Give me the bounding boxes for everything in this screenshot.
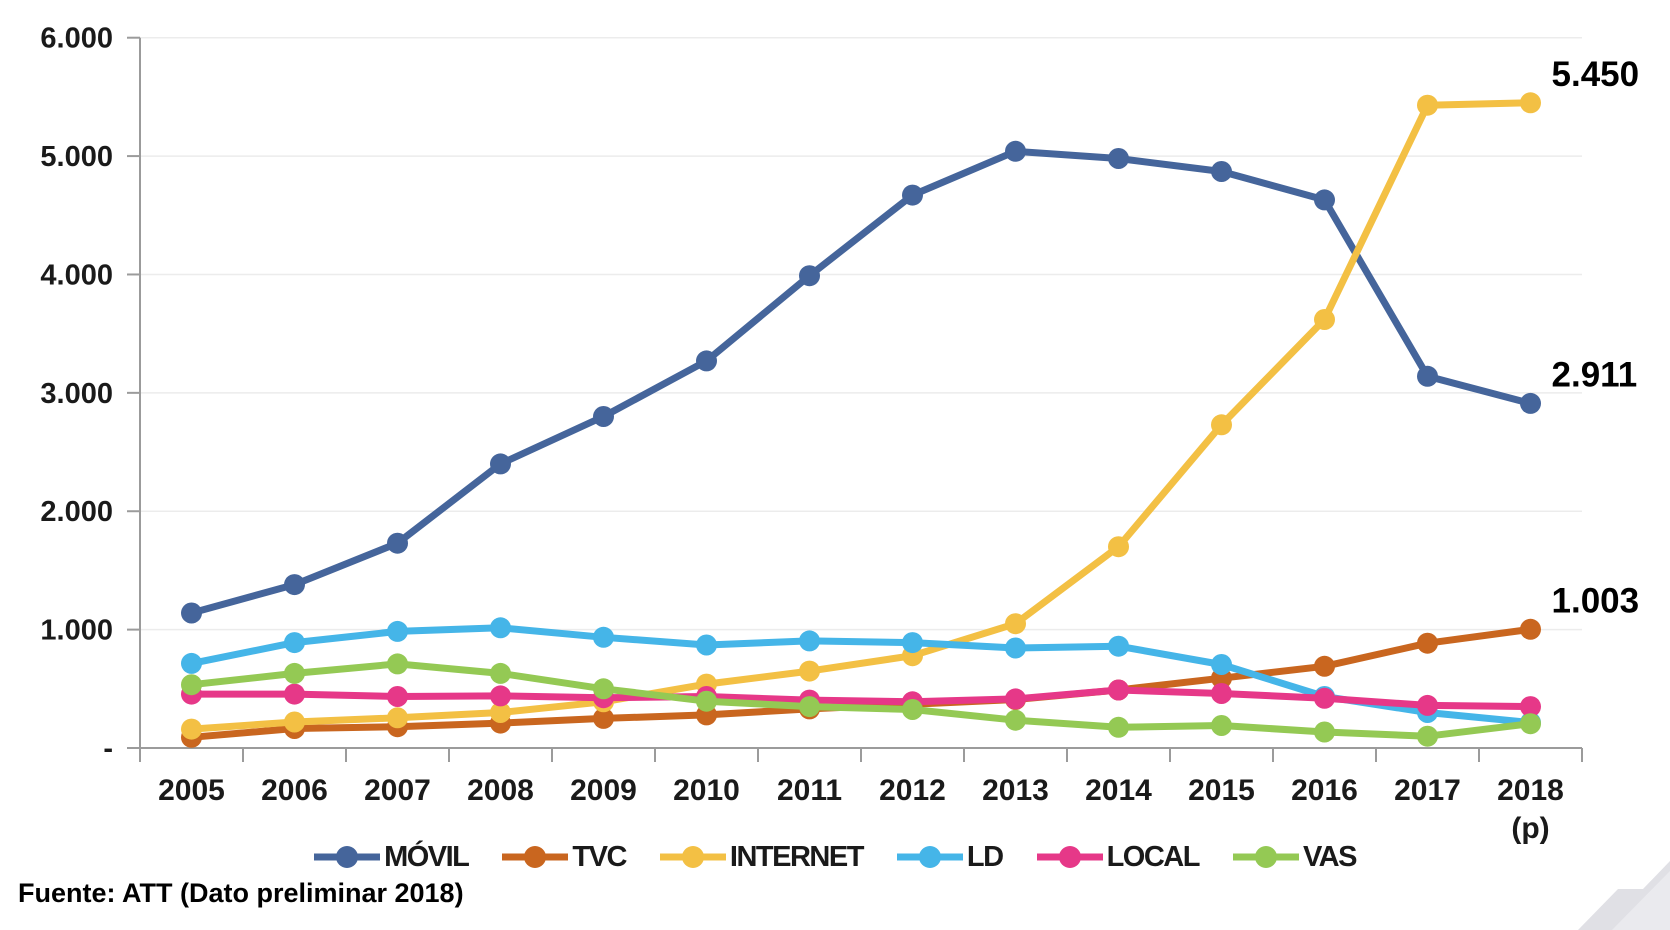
data-point-ld-2014 <box>1108 635 1129 657</box>
data-point-local-2014 <box>1108 679 1129 701</box>
data-point-vas-2017 <box>1417 725 1438 747</box>
series-line-ld <box>188 624 1534 726</box>
data-point-internet-2008 <box>490 702 511 723</box>
data-label-móvil: 2.911 <box>1552 355 1638 394</box>
data-point-móvil-2005 <box>181 602 202 624</box>
data-point-internet-2011 <box>799 660 820 682</box>
x-tick-label: 2014 <box>1085 774 1152 807</box>
data-point-local-2016 <box>1314 687 1335 709</box>
data-point-móvil-2008 <box>490 453 511 475</box>
y-tick-label: 5.000 <box>40 141 113 173</box>
data-point-vas-2005 <box>181 674 202 696</box>
series-line-vas <box>188 660 1534 740</box>
data-point-móvil-2009 <box>593 406 614 427</box>
data-point-internet-2006 <box>284 711 305 733</box>
x-tick-label: 2015 <box>1188 774 1255 807</box>
data-point-internet-2013 <box>1005 613 1026 635</box>
data-point-vas-2013 <box>1005 709 1026 731</box>
x-tick-label: 2009 <box>570 774 637 807</box>
series-line-móvil <box>188 147 1534 617</box>
y-tick-label: 6.000 <box>40 23 113 55</box>
data-point-vas-2008 <box>490 662 511 684</box>
data-point-vas-2006 <box>284 662 305 684</box>
data-point-tvc-2016 <box>1314 655 1335 677</box>
x-tick-label: 2010 <box>673 774 740 807</box>
data-point-local-2006 <box>284 683 305 705</box>
data-point-internet-2018 <box>1520 92 1541 114</box>
data-point-vas-2011 <box>799 696 820 718</box>
x-tick-label: 2016 <box>1291 774 1358 807</box>
data-point-local-2018 <box>1520 696 1541 718</box>
data-point-móvil-2012 <box>902 184 923 206</box>
data-point-tvc-2017 <box>1417 632 1438 654</box>
data-point-vas-2009 <box>593 678 614 700</box>
data-label-internet: 5.450 <box>1552 55 1640 94</box>
data-point-ld-2013 <box>1005 637 1026 659</box>
data-point-ld-2015 <box>1211 654 1232 675</box>
data-point-vas-2015 <box>1211 715 1232 736</box>
data-point-vas-2014 <box>1108 716 1129 738</box>
data-point-local-2008 <box>490 685 511 707</box>
data-point-internet-2014 <box>1108 536 1129 558</box>
y-tick-label: - <box>103 733 113 765</box>
data-point-móvil-2006 <box>284 574 305 596</box>
data-point-ld-2008 <box>490 617 511 639</box>
data-label-tvc: 1.003 <box>1552 581 1640 620</box>
data-point-internet-2015 <box>1211 414 1232 436</box>
data-point-internet-2016 <box>1314 309 1335 330</box>
data-point-local-2017 <box>1417 694 1438 716</box>
y-tick-label: 4.000 <box>40 259 113 291</box>
x-tick-label: 2018 <box>1497 774 1564 807</box>
series-line-internet <box>188 99 1534 733</box>
data-point-móvil-2011 <box>799 265 820 287</box>
preliminary-label: (p) <box>1511 812 1549 845</box>
data-point-local-2015 <box>1211 683 1232 704</box>
data-point-internet-2007 <box>387 707 408 729</box>
y-tick-label: 3.000 <box>40 378 113 410</box>
data-point-vas-2012 <box>902 699 923 720</box>
data-point-vas-2010 <box>696 690 717 712</box>
data-point-ld-2005 <box>181 652 202 674</box>
data-point-móvil-2010 <box>696 350 717 372</box>
data-point-internet-2005 <box>181 718 202 740</box>
data-point-local-2013 <box>1005 688 1026 710</box>
x-tick-label: 2005 <box>158 774 225 807</box>
data-point-local-2007 <box>387 686 408 707</box>
data-point-ld-2009 <box>593 626 614 648</box>
y-tick-label: 1.000 <box>40 615 113 647</box>
source-note: Fuente: ATT (Dato preliminar 2018) <box>18 878 464 908</box>
x-tick-label: 2012 <box>879 774 946 807</box>
data-point-vas-2018 <box>1520 713 1541 735</box>
x-tick-label: 2011 <box>777 774 842 807</box>
data-point-ld-2010 <box>696 634 717 656</box>
data-point-móvil-2007 <box>387 532 408 554</box>
data-point-móvil-2016 <box>1314 189 1335 211</box>
data-point-internet-2017 <box>1417 94 1438 116</box>
x-tick-label: 2007 <box>364 774 431 807</box>
data-point-móvil-2014 <box>1108 148 1129 169</box>
data-point-tvc-2018 <box>1520 618 1541 640</box>
data-point-ld-2011 <box>799 630 820 652</box>
data-point-ld-2007 <box>387 620 408 642</box>
x-tick-label: 2006 <box>261 774 328 807</box>
data-point-móvil-2017 <box>1417 365 1438 387</box>
data-point-tvc-2009 <box>593 707 614 729</box>
data-point-móvil-2015 <box>1211 161 1232 182</box>
data-point-móvil-2018 <box>1520 392 1541 414</box>
data-point-móvil-2013 <box>1005 140 1026 162</box>
series-line-local <box>188 686 1534 711</box>
x-tick-label: 2008 <box>467 774 534 807</box>
data-point-vas-2016 <box>1314 721 1335 743</box>
data-point-vas-2007 <box>387 653 408 675</box>
x-tick-label: 2013 <box>982 774 1049 807</box>
x-tick-label: 2017 <box>1394 774 1461 807</box>
y-tick-label: 2.000 <box>40 496 113 528</box>
corner-decoration <box>1612 871 1670 930</box>
data-point-ld-2006 <box>284 632 305 654</box>
data-point-ld-2012 <box>902 632 923 654</box>
